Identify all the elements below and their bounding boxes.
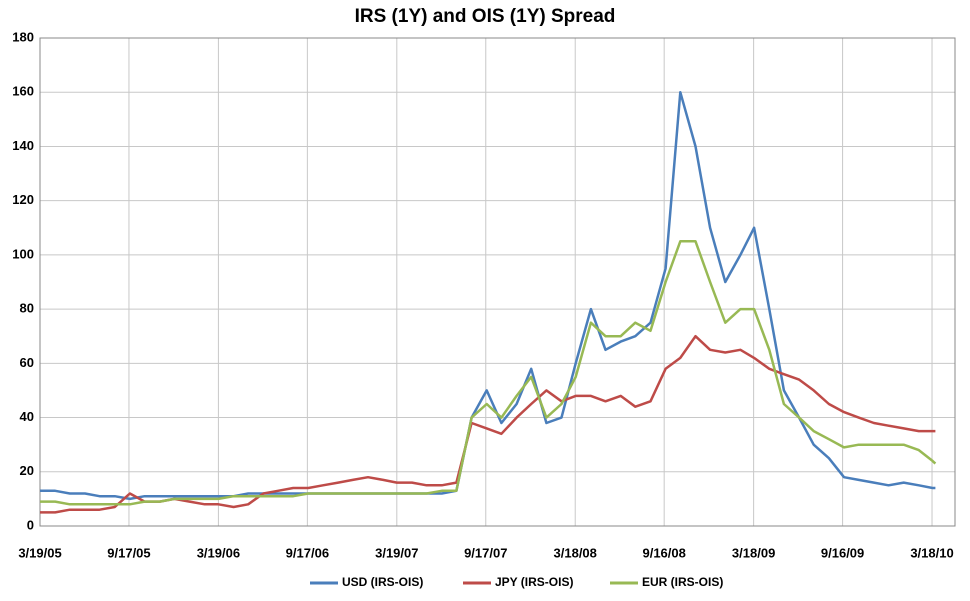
x-tick-label: 3/19/07 xyxy=(375,545,418,560)
legend-label: JPY (IRS-OIS) xyxy=(495,575,573,589)
y-tick-label: 0 xyxy=(27,517,34,532)
x-tick-label: 3/19/05 xyxy=(18,545,61,560)
x-tick-label: 3/18/10 xyxy=(910,545,953,560)
x-tick-label: 3/18/09 xyxy=(732,545,775,560)
series-line xyxy=(40,240,937,506)
chart-title: IRS (1Y) and OIS (1Y) Spread xyxy=(355,6,616,27)
x-tick-label: 9/17/05 xyxy=(107,545,150,560)
y-tick-label: 100 xyxy=(12,246,34,261)
y-tick-label: 20 xyxy=(20,463,34,478)
y-tick-label: 140 xyxy=(12,138,34,153)
legend-label: USD (IRS-OIS) xyxy=(342,575,423,589)
x-tick-label: 9/16/09 xyxy=(821,545,864,560)
x-tick-label: 9/17/07 xyxy=(464,545,507,560)
legend-label: EUR (IRS-OIS) xyxy=(642,575,723,589)
y-tick-label: 80 xyxy=(20,301,34,316)
y-tick-label: 40 xyxy=(20,409,34,424)
y-tick-label: 160 xyxy=(12,84,34,99)
x-tick-label: 3/19/06 xyxy=(197,545,240,560)
x-tick-label: 9/16/08 xyxy=(642,545,685,560)
series-line xyxy=(40,90,936,501)
y-tick-label: 60 xyxy=(20,355,34,370)
plot-frame xyxy=(39,37,956,527)
y-tick-label: 180 xyxy=(12,29,34,44)
x-tick-label: 3/18/08 xyxy=(554,545,597,560)
x-tick-label: 9/17/06 xyxy=(286,545,329,560)
y-tick-label: 120 xyxy=(12,192,34,207)
series-line xyxy=(40,334,936,514)
